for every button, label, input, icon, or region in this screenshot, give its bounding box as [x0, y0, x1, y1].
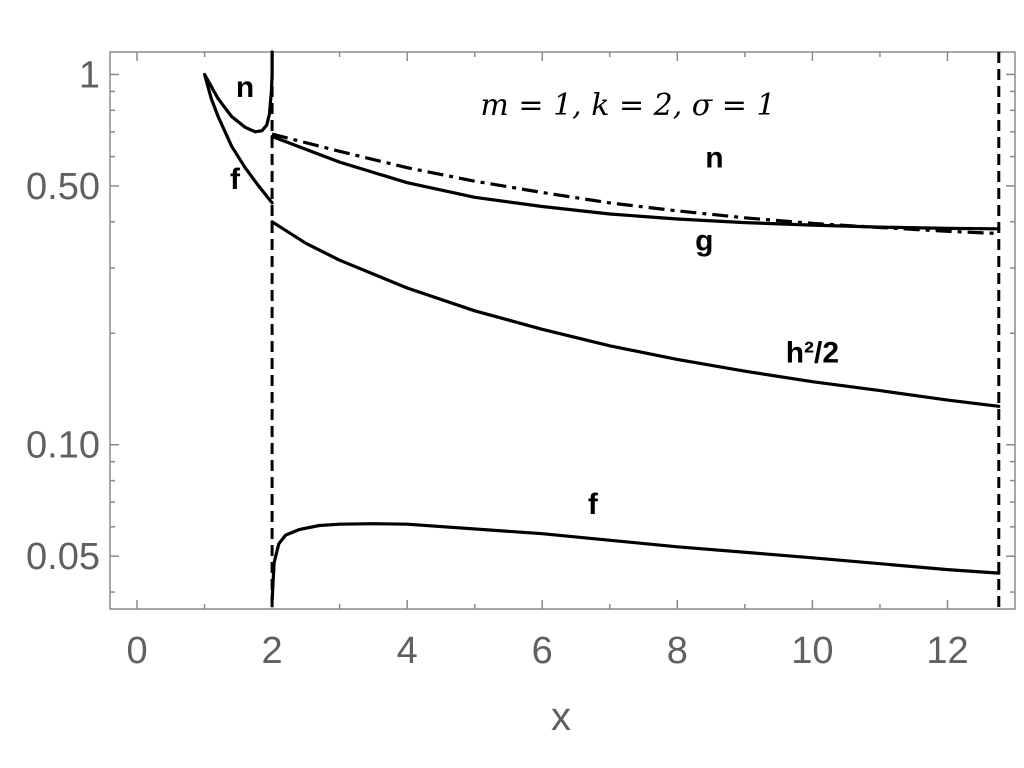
plot-frame	[109, 51, 1016, 610]
curves	[203, 50, 1001, 602]
curve-f-outer	[270, 522, 1001, 602]
curve-label: f	[230, 163, 241, 196]
y-tick-labels: 0.05 0.10 0.50 1	[26, 54, 100, 578]
x-tick-label: 2	[262, 630, 283, 672]
parameter-annotation: m = 1, k = 2, σ = 1	[480, 88, 775, 123]
curve-g	[270, 134, 1001, 231]
curve-label: g	[695, 224, 713, 257]
y-tick-label: 0.10	[26, 425, 100, 467]
y-tick-label: 0.50	[26, 166, 100, 208]
curve-h2/2	[270, 220, 1001, 408]
x-tick-label: 6	[532, 630, 553, 672]
x-axis-label: x	[551, 695, 571, 739]
curve-f-inner	[203, 72, 274, 205]
curve-label: h²/2	[786, 336, 839, 369]
curve-labels: n f n g h²/2 f	[230, 71, 839, 521]
curve-label: n	[236, 71, 254, 104]
x-tick-label: 10	[791, 630, 833, 672]
x-tick-label: 0	[126, 630, 147, 672]
y-tick-label: 0.05	[26, 536, 100, 578]
curve-label: n	[705, 142, 723, 175]
tick-marks	[110, 52, 1015, 609]
vertical-dashed-lines	[270, 52, 1001, 609]
x-tick-label: 4	[397, 630, 418, 672]
curve-label: f	[588, 488, 599, 521]
y-tick-label: 1	[79, 54, 100, 96]
x-tick-label: 8	[667, 630, 688, 672]
curve-n-inner	[203, 50, 274, 134]
curve-n-outer	[271, 132, 999, 236]
x-tick-labels: 0 2 4 6 8 10 12	[126, 630, 968, 672]
x-tick-label: 12	[926, 630, 968, 672]
